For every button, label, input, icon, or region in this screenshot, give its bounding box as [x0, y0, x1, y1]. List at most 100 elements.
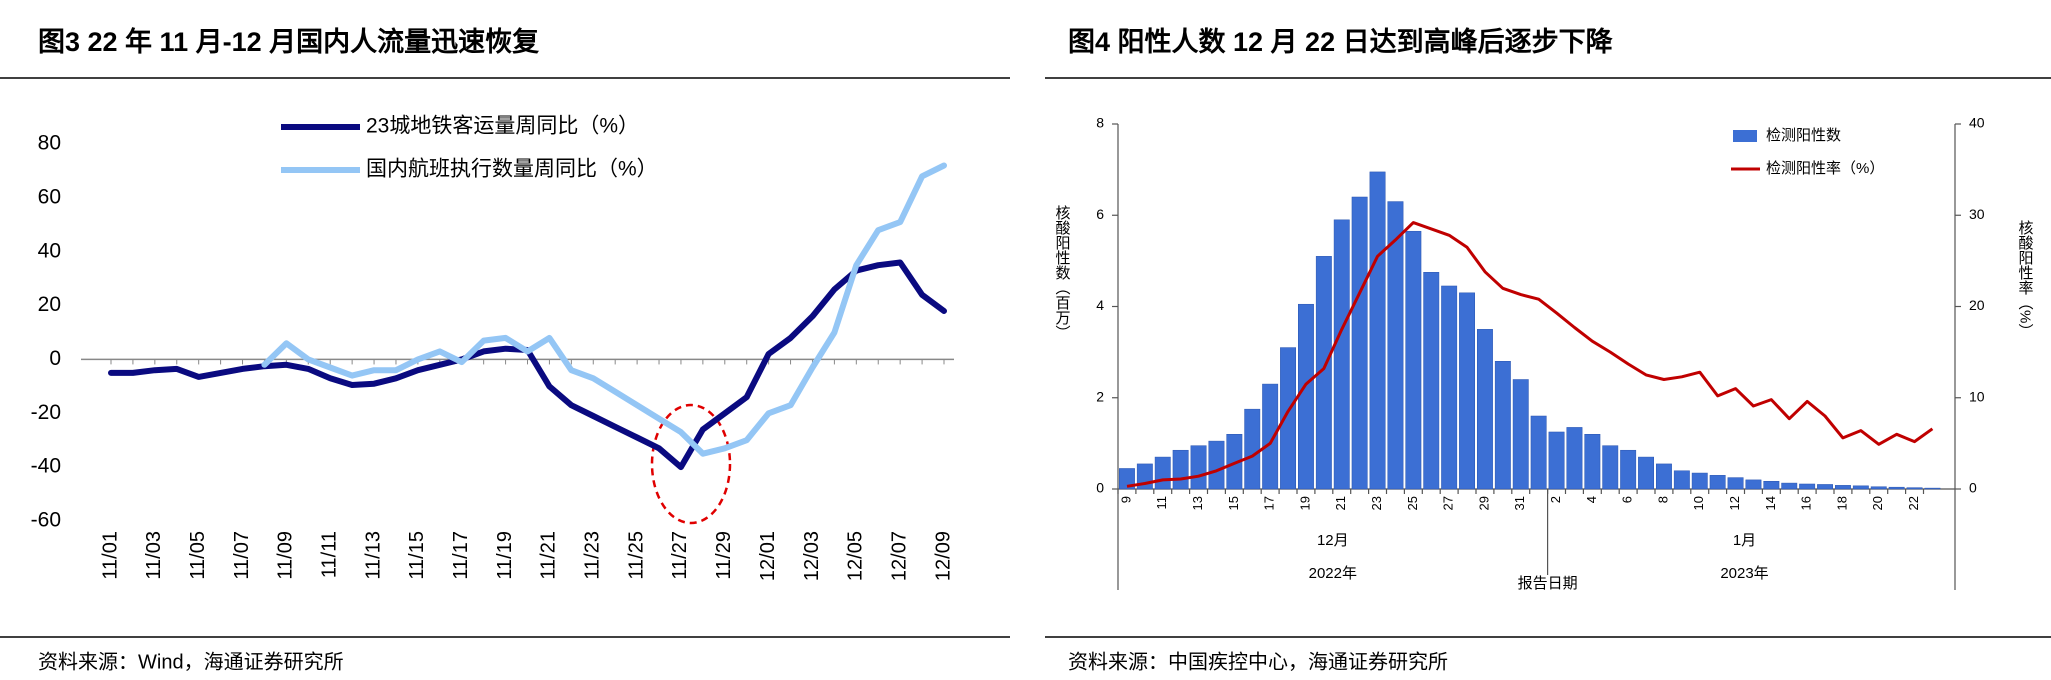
- source: 资料来源：中国疾控中心，海通证券研究所: [1068, 650, 1448, 673]
- x-tick-label: 12/05: [845, 531, 867, 581]
- bar: [1387, 201, 1404, 490]
- bar: [1566, 427, 1583, 490]
- y-tick-label: 20: [38, 293, 61, 316]
- y-tick-label: 0: [1096, 480, 1104, 496]
- x-tick-label: 8: [1655, 496, 1670, 503]
- bar: [1280, 347, 1296, 490]
- bar: [1494, 361, 1511, 490]
- bar: [1154, 456, 1171, 490]
- bar: [1315, 256, 1332, 490]
- legend-label: 检测阳性数: [1766, 127, 1841, 144]
- y-tick-label: -40: [31, 455, 61, 478]
- legend-label: 23城地铁客运量周同比（%）: [366, 115, 639, 138]
- y-tick-label: 8: [1096, 115, 1104, 131]
- x-tick-label: 12/01: [757, 531, 779, 581]
- y-tick-label: 0: [49, 347, 61, 370]
- bar: [1673, 470, 1690, 490]
- source: 资料来源：Wind，海通证券研究所: [38, 650, 344, 673]
- x-tick-label: 11/01: [99, 531, 121, 580]
- bar: [1745, 479, 1762, 490]
- bar: [1477, 329, 1493, 490]
- bar: [1172, 449, 1189, 490]
- y2-tick-label: 30: [1969, 206, 1985, 222]
- y2-axis-title: 核酸阳性率（%）: [2017, 220, 2034, 338]
- bar: [1763, 480, 1780, 490]
- bar: [1262, 383, 1279, 490]
- x-tick-label: 11/09: [275, 531, 297, 580]
- bar: [1924, 487, 1941, 490]
- bar: [1208, 440, 1225, 490]
- x-tick-label: 11/23: [582, 531, 604, 580]
- x-tick-label: 11/11: [318, 531, 340, 578]
- y-tick-label: -20: [31, 401, 61, 424]
- bar: [1602, 445, 1619, 490]
- bar: [1835, 485, 1851, 490]
- legend-swatch: [1733, 130, 1757, 142]
- y-tick-label: 40: [38, 239, 61, 262]
- x-tick-label: 25: [1405, 496, 1420, 510]
- bar: [1190, 445, 1207, 490]
- bar: [1888, 486, 1905, 490]
- line-series: [1126, 221, 1934, 488]
- y-tick-label: 4: [1096, 297, 1104, 313]
- bar: [1781, 482, 1798, 490]
- x-tick-label: 11/19: [494, 531, 516, 580]
- x-axis-title: 报告日期: [1518, 575, 1578, 592]
- x-tick-label: 11: [1154, 496, 1169, 510]
- month-label: 12月: [1317, 532, 1349, 549]
- bar: [1638, 456, 1654, 490]
- x-tick-label: 29: [1476, 496, 1491, 510]
- year-label: 2023年: [1720, 565, 1768, 582]
- bar: [1119, 468, 1135, 490]
- bar: [1405, 230, 1422, 490]
- x-tick-label: 11/13: [362, 531, 384, 580]
- x-tick-label: 23: [1369, 496, 1384, 510]
- bar: [1656, 463, 1672, 490]
- x-tick-label: 17: [1262, 496, 1277, 510]
- legend-label: 国内航班执行数量周同比（%）: [366, 158, 658, 181]
- line-series: [261, 162, 947, 457]
- x-tick-label: 12/09: [932, 531, 954, 581]
- x-tick-label: 18: [1834, 496, 1849, 510]
- chart-title: 图4 阳性人数 12 月 22 日达到高峰后逐步下降: [1068, 26, 1614, 57]
- x-tick-label: 19: [1297, 496, 1312, 510]
- bar: [1244, 408, 1261, 490]
- x-tick-label: 20: [1870, 496, 1885, 510]
- y2-tick-label: 40: [1969, 115, 1985, 131]
- y-tick-label: 60: [38, 185, 61, 208]
- line-series: [108, 259, 947, 471]
- chart-title: 图3 22 年 11 月-12 月国内人流量迅速恢复: [38, 26, 540, 57]
- x-tick-label: 27: [1441, 496, 1456, 510]
- x-tick-label: 6: [1620, 496, 1635, 503]
- bar: [1620, 449, 1637, 490]
- bar: [1459, 292, 1475, 490]
- x-tick-label: 31: [1512, 496, 1527, 510]
- bar: [1870, 486, 1887, 490]
- bar: [1906, 487, 1923, 490]
- x-tick-label: 14: [1763, 496, 1778, 510]
- x-tick-label: 11/21: [538, 531, 560, 580]
- bar: [1548, 431, 1565, 490]
- y2-tick-label: 0: [1969, 480, 1977, 496]
- bar: [1727, 477, 1744, 490]
- x-tick-label: 11/05: [187, 531, 209, 580]
- x-tick-label: 4: [1584, 496, 1599, 503]
- x-tick-label: 13: [1190, 496, 1205, 510]
- bar: [1817, 484, 1833, 490]
- y-tick-label: 80: [38, 132, 61, 155]
- x-tick-label: 12/07: [888, 531, 910, 581]
- x-tick-label: 9: [1118, 496, 1133, 503]
- y-tick-label: 2: [1096, 388, 1104, 404]
- y-tick-label: 6: [1096, 206, 1104, 222]
- x-tick-label: 11/15: [406, 531, 428, 580]
- x-tick-label: 16: [1799, 496, 1814, 510]
- bar: [1584, 434, 1601, 490]
- y2-tick-label: 10: [1969, 388, 1985, 404]
- x-tick-label: 22: [1906, 496, 1921, 510]
- bar: [1441, 285, 1458, 490]
- bar: [1691, 472, 1708, 490]
- x-tick-label: 11/17: [450, 531, 472, 580]
- bar: [1512, 379, 1529, 490]
- x-tick-label: 12: [1727, 496, 1742, 510]
